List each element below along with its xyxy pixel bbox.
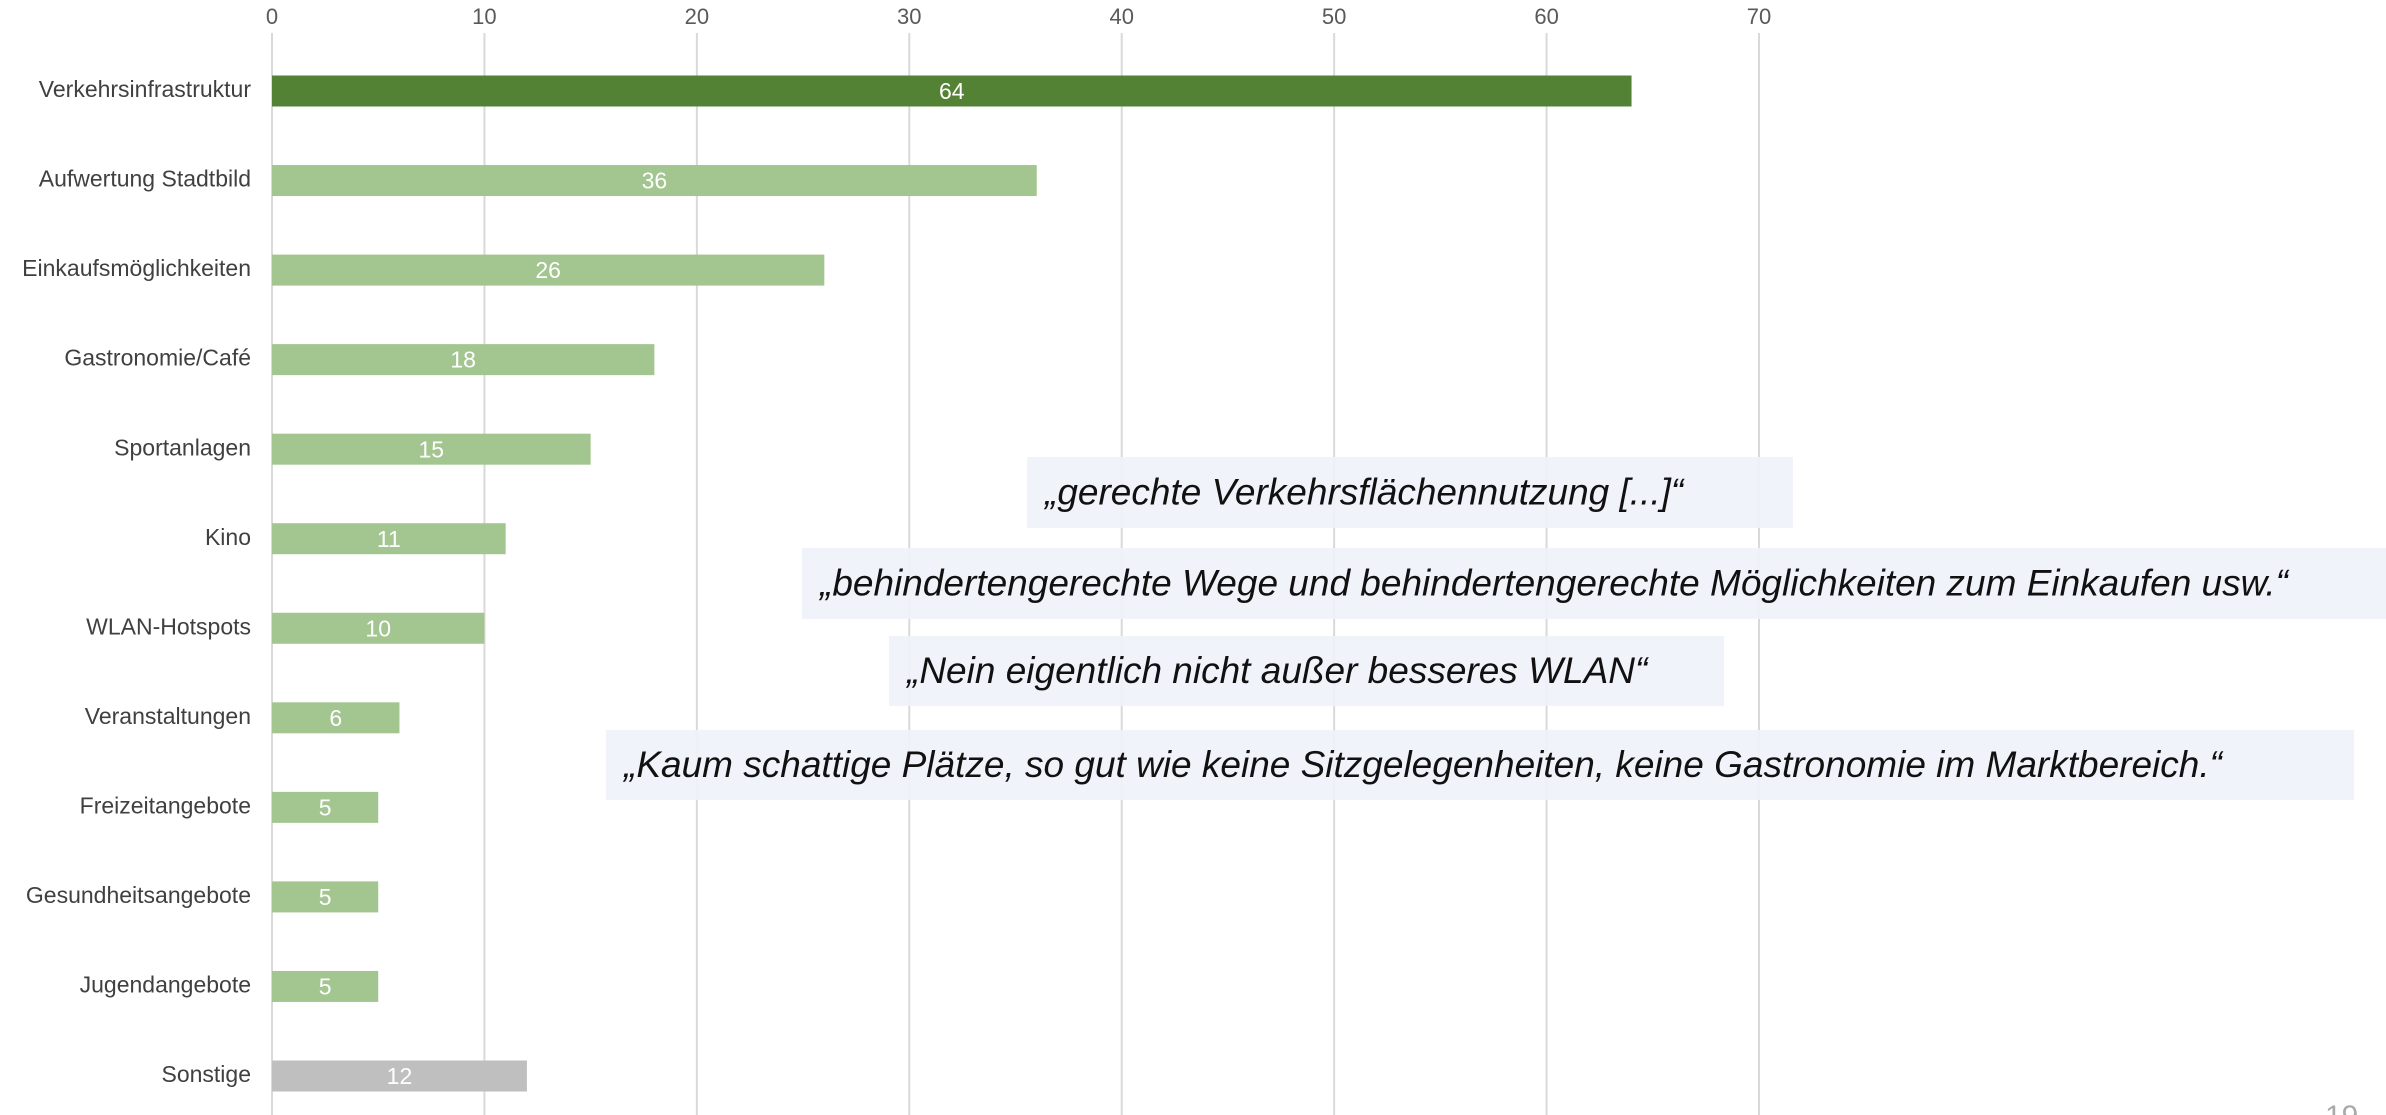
y-tick-label: Einkaufsmöglichkeiten [22, 255, 251, 281]
quote: „behindertengerechte Wege und behinderte… [818, 562, 2290, 603]
y-tick-label: Sonstige [161, 1061, 251, 1087]
x-tick-label: 0 [266, 4, 278, 29]
quote: „gerechte Verkehrsflächennutzung [...]“ [1043, 471, 1685, 512]
y-tick-label: Gastronomie/Café [64, 345, 251, 371]
bar [272, 344, 655, 376]
bar [272, 612, 485, 644]
y-tick-label: Veranstaltungen [85, 703, 251, 729]
data-label: 5 [319, 794, 332, 820]
x-tick-label: 60 [1534, 4, 1558, 29]
y-tick-label: Aufwertung Stadtbild [39, 166, 251, 192]
data-label: 10 [365, 615, 391, 641]
data-label: 12 [387, 1063, 413, 1089]
bar [272, 791, 379, 823]
quote-box [1027, 457, 1793, 528]
y-tick-label: WLAN-Hotspots [86, 613, 251, 639]
y-tick-label: Gesundheitsangebote [26, 882, 251, 908]
y-tick-label: Kino [205, 524, 251, 550]
quote-box [802, 548, 2386, 619]
bar [272, 433, 591, 465]
data-label: 6 [329, 705, 342, 731]
data-label: 18 [450, 347, 476, 373]
bar [272, 881, 379, 913]
data-label: 15 [419, 436, 445, 462]
quote: „Nein eigentlich nicht außer besseres WL… [905, 650, 1649, 691]
x-tick-label: 10 [472, 4, 496, 29]
y-tick-label: Jugendangebote [80, 972, 251, 998]
y-tick-label: Freizeitangebote [80, 792, 251, 818]
quote: „Kaum schattige Plätze, so gut wie keine… [622, 744, 2224, 785]
data-label: 36 [642, 168, 668, 194]
quote-box [889, 636, 1724, 706]
data-label: 5 [319, 974, 332, 1000]
y-tick-label: Verkehrsinfrastruktur [39, 76, 252, 102]
bar [272, 254, 825, 286]
bar [272, 165, 1037, 197]
data-label: 64 [939, 78, 965, 104]
x-tick-label: 40 [1109, 4, 1133, 29]
bar [272, 970, 379, 1002]
page-number: 19 [2325, 1100, 2358, 1115]
data-label: 5 [319, 884, 332, 910]
data-label: 26 [535, 257, 561, 283]
x-tick-label: 50 [1322, 4, 1346, 29]
quote-box [606, 730, 2354, 800]
bar [272, 75, 1632, 107]
x-tick-label: 70 [1747, 4, 1771, 29]
bar [272, 702, 400, 734]
x-tick-label: 20 [685, 4, 709, 29]
x-tick-label: 30 [897, 4, 921, 29]
y-tick-label: Sportanlagen [114, 434, 251, 460]
data-label: 11 [377, 526, 401, 552]
bar [272, 523, 506, 555]
bar [272, 1060, 527, 1092]
